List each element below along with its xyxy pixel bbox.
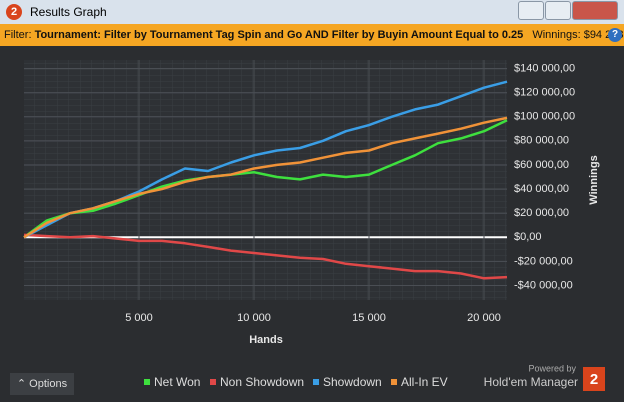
series-line [23,233,508,280]
legend-swatch [391,379,397,385]
options-label: Options [29,378,68,390]
y-axis-title: Winnings [588,155,600,204]
close-button[interactable] [572,1,618,20]
app-icon: 2 [6,4,22,20]
legend-swatch [210,379,216,385]
powered-by: Powered by [528,363,576,373]
y-tick-label: $120 000,00 [514,86,575,98]
x-tick-label: 15 000 [352,312,386,324]
minor-grid [24,60,507,300]
legend-label: Showdown [323,375,382,389]
filter-label: Filter: [4,29,32,41]
legend-label: All-In EV [401,375,448,389]
y-tick-label: -$40 000,00 [514,279,573,291]
y-tick-label: $20 000,00 [514,207,569,219]
x-tick-label: 20 000 [467,312,501,324]
legend-swatch [144,379,150,385]
legend-label: Net Won [154,375,200,389]
brand-logo: 2 [590,371,598,388]
y-tick-label: $60 000,00 [514,159,569,171]
series-line [23,119,508,239]
help-button[interactable]: ? [608,28,622,42]
filter-text: Tournament: Filter by Tournament Tag Spi… [34,29,524,41]
y-tick-label: $100 000,00 [514,111,575,123]
y-tick-label: $140 000,00 [514,62,575,74]
x-axis-title: Hands [249,334,283,346]
filter-bar: Filter: Tournament: Filter by Tournament… [0,24,624,46]
brand-logo-bg [583,367,605,391]
options-button[interactable]: ⌃ Options [10,373,74,395]
series-line [23,116,508,239]
x-tick-label: 10 000 [237,312,271,324]
legend-label: Non Showdown [220,375,304,389]
brand: Hold'em Manager [484,375,578,389]
y-tick-label: $80 000,00 [514,135,569,147]
title-bar: 2 Results Graph [0,0,624,24]
y-tick-label: $0,00 [514,231,542,243]
legend-swatch [313,379,319,385]
maximize-button[interactable] [545,1,571,20]
window-title: Results Graph [30,5,107,19]
chart: Hands Winnings Powered by Hold'em Manage… [23,60,605,391]
minimize-button[interactable] [518,1,544,20]
y-tick-label: -$20 000,00 [514,255,573,267]
y-tick-label: $40 000,00 [514,183,569,195]
x-tick-label: 5 000 [125,312,153,324]
winnings: Winnings: $94 258 [532,29,624,41]
